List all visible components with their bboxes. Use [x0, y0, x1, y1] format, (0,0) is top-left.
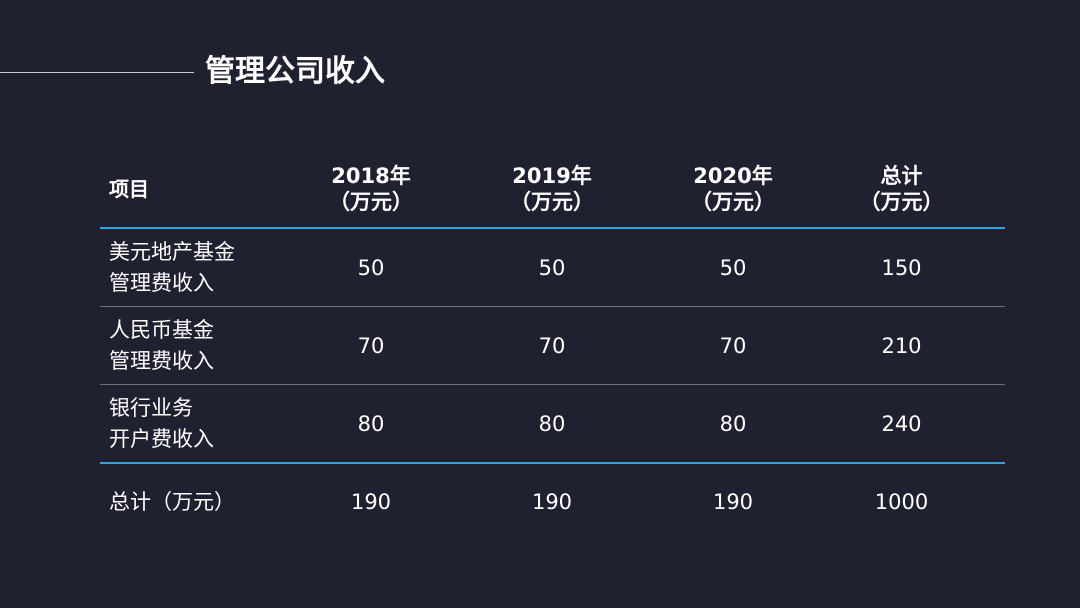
- row-label: 银行业务 开户费收入: [100, 393, 306, 455]
- row-divider: [100, 306, 1005, 307]
- header-2018-year: 2018年: [331, 163, 411, 188]
- cell-2018: 70: [357, 333, 385, 358]
- cell-2018: 80: [357, 411, 385, 436]
- header-total-unit: （万元）: [859, 189, 944, 214]
- cell-2020: 50: [719, 255, 747, 280]
- title-decoration-line: [0, 72, 194, 73]
- total-label: 总计（万元）: [109, 490, 235, 514]
- row-label-line1: 银行业务: [109, 395, 193, 420]
- cell-total: 240: [881, 411, 922, 436]
- page-title: 管理公司收入: [205, 54, 385, 89]
- header-2018: 2018年 （万元）: [306, 163, 436, 215]
- table-header-row: 项目 2018年 （万元） 2019年 （万元） 2020年 （万元） 总计 （…: [100, 150, 1005, 227]
- cell-total: 210: [881, 333, 922, 358]
- header-divider: [100, 227, 1005, 229]
- cell-2019: 70: [538, 333, 566, 358]
- income-table: 项目 2018年 （万元） 2019年 （万元） 2020年 （万元） 总计 （…: [100, 150, 1005, 540]
- table-total-row: 总计（万元） 190 190 190 1000: [100, 464, 1005, 540]
- header-2020: 2020年 （万元）: [668, 163, 798, 215]
- total-divider: [100, 462, 1005, 464]
- table-row: 人民币基金 管理费收入 70 70 70 210: [100, 307, 1005, 384]
- row-label-line1: 美元地产基金: [109, 239, 235, 264]
- row-divider: [100, 384, 1005, 385]
- total-2019: 190: [531, 490, 573, 514]
- table-row: 银行业务 开户费收入 80 80 80 240: [100, 385, 1005, 462]
- cell-2018: 50: [357, 255, 385, 280]
- table-row: 美元地产基金 管理费收入 50 50 50 150: [100, 229, 1005, 306]
- header-2020-unit: （万元）: [691, 189, 775, 214]
- header-2019-year: 2019年: [512, 163, 592, 188]
- row-label: 人民币基金 管理费收入: [100, 315, 306, 377]
- row-label-line2: 管理费收入: [109, 348, 214, 373]
- total-2018: 190: [350, 490, 392, 514]
- cell-2020: 70: [719, 333, 747, 358]
- cell-2020: 80: [719, 411, 747, 436]
- cell-2019: 80: [538, 411, 566, 436]
- header-2019: 2019年 （万元）: [436, 163, 668, 215]
- cell-total: 150: [881, 255, 922, 280]
- cell-2019: 50: [538, 255, 566, 280]
- header-item: 项目: [109, 176, 149, 201]
- header-2020-year: 2020年: [693, 163, 773, 188]
- row-label-line2: 开户费收入: [109, 426, 214, 451]
- row-label-line1: 人民币基金: [109, 317, 214, 342]
- header-total-label: 总计: [880, 163, 923, 188]
- total-sum: 1000: [874, 490, 929, 514]
- header-2018-unit: （万元）: [329, 189, 413, 214]
- total-2020: 190: [712, 490, 754, 514]
- row-label: 美元地产基金 管理费收入: [100, 237, 306, 299]
- header-2019-unit: （万元）: [510, 189, 594, 214]
- header-total: 总计 （万元）: [798, 163, 1005, 215]
- row-label-line2: 管理费收入: [109, 270, 214, 295]
